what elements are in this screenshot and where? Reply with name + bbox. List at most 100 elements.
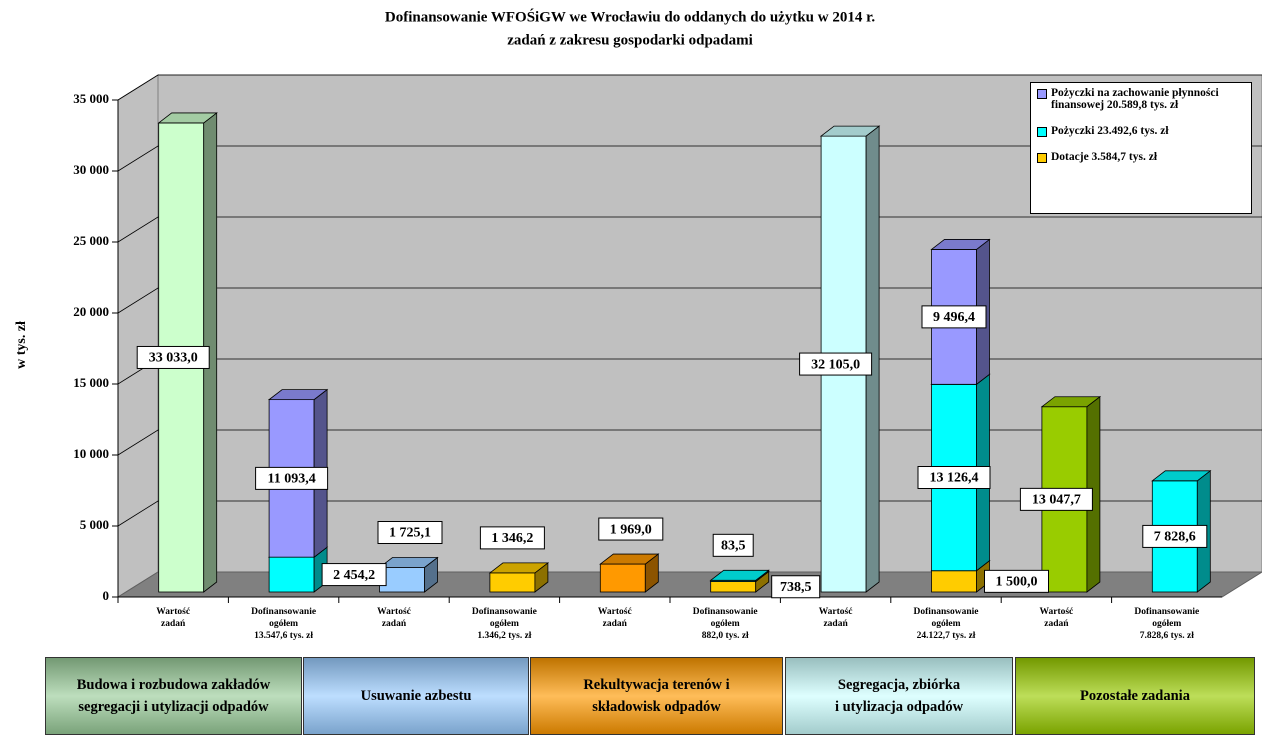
data-label-box bbox=[771, 575, 821, 599]
data-label: 9 496,4 bbox=[921, 305, 987, 329]
data-label-text: 1 725,1 bbox=[389, 526, 431, 541]
data-label-box bbox=[377, 521, 443, 545]
data-label-text: 1 500,0 bbox=[996, 575, 1038, 590]
data-label: 11 093,4 bbox=[255, 466, 329, 490]
x-tick-label: ogółem bbox=[1152, 619, 1181, 629]
bar-top bbox=[599, 553, 660, 565]
data-label-text: 32 105,0 bbox=[811, 357, 860, 372]
data-label-box bbox=[1019, 487, 1093, 511]
bar bbox=[378, 556, 439, 593]
chart: Dofinansowanie WFOŚiGW we Wrocławiu do o… bbox=[14, 8, 1262, 641]
legend-swatch bbox=[1037, 127, 1047, 137]
bar-front bbox=[931, 570, 977, 593]
x-tick-label: Wartość bbox=[1040, 607, 1074, 617]
grid-line bbox=[117, 500, 1262, 527]
x-tick-label: Dofinansowanie bbox=[1134, 607, 1199, 617]
bar-front bbox=[268, 556, 315, 593]
data-label-text: 13 126,4 bbox=[930, 471, 979, 486]
bar-top bbox=[819, 125, 881, 137]
group-box: Rekultywacja terenów i składowisk odpadów bbox=[530, 657, 783, 735]
bar-top bbox=[267, 389, 329, 401]
data-label-box bbox=[1142, 524, 1208, 548]
data-label: 13 047,7 bbox=[1019, 487, 1093, 511]
group-label: Pozostałe zadania bbox=[1080, 688, 1190, 704]
bar-top bbox=[1040, 396, 1102, 408]
data-label: 7 828,6 bbox=[1142, 524, 1208, 548]
data-label-box bbox=[917, 466, 991, 490]
data-label-box bbox=[712, 533, 754, 557]
data-label: 1 500,0 bbox=[984, 569, 1049, 593]
x-tick-label: 882,0 tys. zł bbox=[702, 631, 749, 641]
y-tick-label: 35 000 bbox=[73, 91, 109, 106]
data-label: 83,5 bbox=[712, 533, 754, 557]
x-tick-label: zadań bbox=[161, 619, 186, 629]
bar bbox=[599, 553, 660, 593]
group-label: Segregacja, zbiórka bbox=[837, 677, 961, 693]
data-label-box bbox=[799, 352, 873, 376]
group-box: Segregacja, zbiórka i utylizacja odpadów bbox=[785, 657, 1013, 735]
legend-label: Pożyczki 23.492,6 tys. zł bbox=[1051, 125, 1169, 137]
y-axis-label: w tys. zł bbox=[14, 321, 29, 369]
x-tick-label: ogółem bbox=[711, 619, 740, 629]
legend-label: Dotacje 3.584,7 tys. zł bbox=[1051, 151, 1158, 163]
data-label-box bbox=[598, 517, 664, 541]
x-tick-label: Dofinansowanie bbox=[914, 607, 979, 617]
grid-line bbox=[117, 145, 1262, 172]
x-tick-label: ogółem bbox=[269, 619, 298, 629]
bar-top bbox=[157, 112, 218, 124]
x-tick-label: zadań bbox=[382, 619, 407, 629]
data-label-text: 33 033,0 bbox=[149, 351, 198, 366]
data-label: 33 033,0 bbox=[136, 345, 210, 369]
group-label: i utylizacja odpadów bbox=[834, 699, 964, 715]
x-tick-label: 7.828,6 tys. zł bbox=[1140, 631, 1194, 641]
data-label-text: 738,5 bbox=[780, 580, 812, 595]
grid-line bbox=[117, 74, 1262, 101]
data-label-text: 1 346,2 bbox=[491, 531, 533, 546]
chart-title: zadań z zakresu gospodarki odpadami bbox=[507, 32, 753, 48]
x-tick-label: Wartość bbox=[377, 607, 411, 617]
group-label: składowisk odpadów bbox=[592, 699, 721, 715]
x-tick-label: ogółem bbox=[931, 619, 960, 629]
y-tick-label: 20 000 bbox=[73, 304, 109, 319]
data-label: 32 105,0 bbox=[799, 352, 873, 376]
data-label-box bbox=[984, 569, 1049, 593]
group-box: Pozostałe zadania bbox=[1015, 657, 1255, 735]
x-tick-label: zadań bbox=[603, 619, 628, 629]
data-label: 1 346,2 bbox=[479, 526, 545, 550]
x-tick-label: Dofinansowanie bbox=[251, 607, 316, 617]
data-label: 2 454,2 bbox=[321, 563, 387, 587]
data-label: 1 969,0 bbox=[598, 517, 664, 541]
bar-front bbox=[489, 572, 536, 593]
grid-line bbox=[117, 429, 1262, 456]
legend-label: Pożyczki na zachowanie płynności finanso… bbox=[1051, 87, 1219, 111]
data-label-text: 13 047,7 bbox=[1032, 493, 1081, 508]
x-tick-label: 13.547,6 tys. zł bbox=[254, 631, 313, 641]
data-label-box bbox=[921, 305, 987, 329]
legend-swatch bbox=[1037, 89, 1047, 99]
y-tick-label: 15 000 bbox=[73, 375, 109, 390]
data-label-text: 83,5 bbox=[721, 539, 746, 554]
x-tick-label: Dofinansowanie bbox=[472, 607, 537, 617]
y-tick-label: 5 000 bbox=[80, 517, 109, 532]
bar-front bbox=[710, 581, 757, 593]
data-label-text: 11 093,4 bbox=[267, 472, 315, 487]
x-tick-label: zadań bbox=[823, 619, 848, 629]
group-label: Budowa i rozbudowa zakładów bbox=[76, 677, 271, 693]
x-tick-label: Dofinansowanie bbox=[693, 607, 758, 617]
data-label: 13 126,4 bbox=[917, 466, 991, 490]
y-tick-label: 0 bbox=[103, 588, 110, 603]
legend-item: Pożyczki 23.492,6 tys. zł bbox=[1033, 125, 1249, 137]
x-tick-label: 1.346,2 tys. zł bbox=[477, 631, 531, 641]
data-label-box bbox=[321, 563, 387, 587]
y-tick-label: 10 000 bbox=[73, 446, 109, 461]
x-tick-label: Wartość bbox=[819, 607, 853, 617]
x-tick-label: Wartość bbox=[598, 607, 632, 617]
data-label: 1 725,1 bbox=[377, 521, 443, 545]
group-label: segregacji i utylizacji odpadów bbox=[78, 699, 269, 715]
legend-swatch bbox=[1037, 153, 1047, 163]
data-label-text: 1 969,0 bbox=[610, 522, 652, 537]
x-tick-label: 24.122,7 tys. zł bbox=[917, 631, 976, 641]
group-label: Usuwanie azbestu bbox=[360, 688, 472, 704]
legend: Pożyczki na zachowanie płynności finanso… bbox=[1030, 82, 1252, 214]
bar-top bbox=[378, 557, 439, 568]
